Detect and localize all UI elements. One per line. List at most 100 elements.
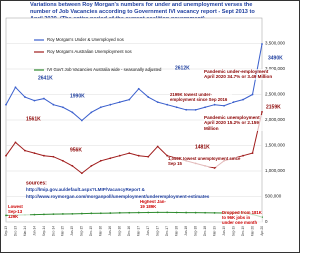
annotation: 1990K: [70, 93, 85, 99]
x-tick-label: Mar-20: [250, 226, 254, 236]
annotation-box: Highest Jan-19 189K: [140, 200, 168, 210]
x-tick-label: Jun-14: [32, 226, 36, 236]
data-point: [14, 86, 17, 89]
data-point: [223, 104, 225, 107]
data-point: [156, 145, 159, 148]
data-point: [175, 106, 178, 109]
x-tick-label: Sep-16: [118, 226, 122, 237]
x-tick-label: Jun-15: [70, 226, 74, 236]
annotation: Pandemic under-employment April 2020 34.…: [204, 69, 274, 80]
x-tick-label: Mar-16: [99, 226, 103, 236]
x-tick-label: Mar-18: [175, 226, 179, 236]
data-point: [52, 213, 55, 215]
x-tick-label: Mar-19: [212, 226, 216, 236]
annotation: 1,059K lowest unemployment since Sep 15: [168, 157, 244, 167]
data-point: [99, 159, 102, 162]
data-point: [213, 167, 216, 169]
data-point: [71, 165, 74, 167]
data-point: [80, 119, 83, 122]
data-point: [137, 87, 140, 90]
data-point: [232, 101, 235, 104]
x-tick-label: Dec-17: [165, 226, 169, 237]
data-point: [109, 212, 112, 214]
y-tick-label: 0: [265, 219, 268, 224]
y-tick-label: 1,500,000: [265, 143, 286, 148]
legend-label: IVI Gov't Job Vacancies Australia wide -…: [47, 67, 162, 72]
legend-label: Roy Morgan's Australian Unemployment nos: [47, 49, 132, 54]
series-line: [5, 43, 263, 122]
x-tick-label: Dec-16: [127, 226, 131, 237]
data-point: [166, 211, 169, 214]
annotation: Pandemic unemployment April 2020 15.2% o…: [204, 115, 264, 131]
annotation-box: Dropped from 181K to 96K jobs in under o…: [222, 211, 262, 226]
y-tick-label: 2,000,000: [265, 117, 286, 122]
data-point: [242, 154, 244, 157]
annotation-box: Lowest Sep-13 129K: [8, 205, 30, 220]
legend-label: Roy Morgan's Under & Unemployed nos: [47, 37, 124, 42]
x-tick-label: Dec-14: [51, 226, 55, 237]
x-tick-label: Dec-15: [89, 226, 93, 237]
annotation: 2199K lowest under-employment since Sep …: [170, 93, 232, 103]
x-tick-label: Mar-17: [137, 226, 141, 236]
data-point: [99, 212, 102, 215]
data-point: [147, 96, 150, 98]
data-point: [166, 154, 169, 157]
annotation: sources:: [26, 180, 47, 186]
data-point: [80, 212, 83, 215]
data-point: [128, 211, 131, 214]
x-tick-label: Sep-13: [4, 226, 8, 237]
data-point: [156, 211, 159, 214]
data-point: [242, 98, 244, 101]
annotation: 956K: [70, 147, 82, 153]
x-tick-label: Sep-14: [42, 226, 46, 237]
data-point: [61, 106, 64, 109]
data-point: [71, 212, 74, 215]
annotation: 1481K: [195, 144, 210, 150]
data-point: [156, 101, 159, 104]
annotation: Highest Jan-19 189K: [140, 200, 168, 210]
x-tick-label: Apr-20: [260, 226, 264, 236]
data-point: [33, 99, 36, 102]
data-point: [61, 159, 64, 162]
data-point: [137, 211, 140, 214]
data-point: [5, 214, 7, 217]
annotation: http://www.roymorgan.com/morganpoll/unem…: [26, 194, 210, 199]
series-line: [5, 211, 263, 218]
x-tick-label: Jun-16: [108, 226, 112, 236]
data-point: [14, 141, 17, 144]
annotation-box: Pandemic unemployment April 2020 15.2% o…: [204, 115, 264, 131]
data-point: [43, 213, 45, 216]
annotation: 1561K: [26, 116, 41, 122]
data-point: [261, 110, 263, 113]
x-tick-label: Dec-18: [203, 226, 207, 237]
y-tick-label: 500,000: [265, 194, 282, 199]
x-tick-label: Jun-19: [222, 226, 226, 236]
y-tick-label: 2,500,000: [265, 92, 286, 97]
annotation: 3490K: [268, 55, 283, 61]
data-point: [5, 154, 7, 157]
data-point: [80, 172, 83, 175]
y-tick-label: 3,000,000: [265, 66, 286, 71]
data-point: [33, 152, 36, 155]
data-point: [118, 211, 121, 214]
x-tick-label: Jun-18: [184, 226, 188, 236]
data-point: [61, 213, 64, 215]
y-tick-label: 1,000,000: [265, 168, 286, 173]
x-tick-label: Dec-19: [241, 226, 245, 237]
x-tick-label: Sep-17: [156, 226, 160, 237]
data-point: [109, 103, 112, 106]
data-point: [43, 154, 45, 157]
data-point: [71, 111, 74, 114]
annotation-box: 1,059K lowest unemployment since Sep 15: [168, 157, 244, 167]
data-point: [194, 211, 197, 214]
x-tick-label: Jun-17: [146, 226, 150, 236]
annotation: 2612K: [175, 65, 190, 71]
data-point: [185, 108, 188, 111]
data-point: [90, 212, 93, 215]
data-point: [5, 103, 7, 106]
data-point: [261, 43, 263, 45]
data-point: [52, 155, 55, 158]
annotation-box: 2199K lowest under-employment since Sep …: [170, 93, 232, 103]
data-point: [109, 157, 112, 160]
data-point: [24, 149, 26, 152]
